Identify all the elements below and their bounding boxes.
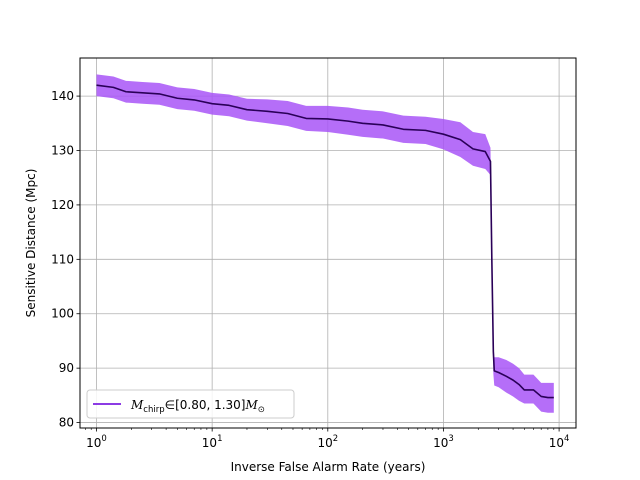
series-line xyxy=(96,84,554,399)
confidence-band xyxy=(96,74,554,413)
y-tick-label: 100 xyxy=(51,307,74,321)
grid xyxy=(80,58,576,428)
legend-box xyxy=(86,389,295,419)
x-tick-label: 104 xyxy=(549,434,570,450)
y-tick-label: 140 xyxy=(51,89,74,103)
legend-label: Mchirp∈[0.80, 1.30]M⊙ xyxy=(130,398,265,415)
y-tick-label: 130 xyxy=(51,144,74,158)
y-tick-label: 110 xyxy=(51,252,74,266)
x-tick-label: 103 xyxy=(433,434,454,450)
y-tick-label: 90 xyxy=(59,361,74,375)
x-axis-label: Inverse False Alarm Rate (years) xyxy=(231,460,426,474)
plot-area xyxy=(96,74,554,413)
y-tick-label: 80 xyxy=(59,416,74,430)
legend: Mchirp∈[0.80, 1.30]M⊙ xyxy=(86,389,295,419)
x-tick-label: 100 xyxy=(86,434,107,450)
y-axis-label: Sensitive Distance (Mpc) xyxy=(24,169,38,318)
x-tick-label: 101 xyxy=(202,434,223,450)
x-tick-label: 102 xyxy=(317,434,338,450)
y-tick-label: 120 xyxy=(51,198,74,212)
ticks: 80 90 100 110 120 130 140 100 101 102 103 104 xyxy=(51,89,569,450)
